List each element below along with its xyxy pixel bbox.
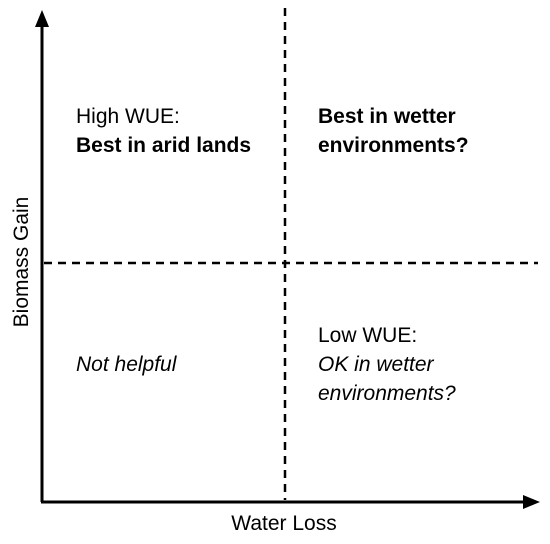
bottom-right-line1: Low WUE:	[318, 324, 418, 347]
x-axis-arrow	[523, 495, 540, 509]
quadrant-bottom-left: Not helpful	[76, 350, 176, 379]
quadrant-top-left: High WUE: Best in arid lands	[76, 102, 251, 160]
x-axis-label: Water Loss	[231, 512, 337, 535]
quadrant-bottom-right: Low WUE: OK in wetter environments?	[318, 321, 456, 408]
y-axis-label: Biomass Gain	[10, 196, 33, 328]
top-right-line1: Best in wetter	[318, 105, 456, 128]
bottom-right-line2: OK in wetter	[318, 353, 434, 376]
top-left-line2: Best in arid lands	[76, 134, 252, 157]
bottom-right-line3: environments?	[318, 382, 456, 405]
bottom-left-line1: Not helpful	[76, 353, 177, 376]
top-left-line1: High WUE:	[76, 105, 180, 128]
top-right-line2: environments?	[318, 134, 469, 157]
y-axis-arrow	[35, 10, 49, 27]
quadrant-top-right: Best in wetter environments?	[318, 102, 469, 160]
